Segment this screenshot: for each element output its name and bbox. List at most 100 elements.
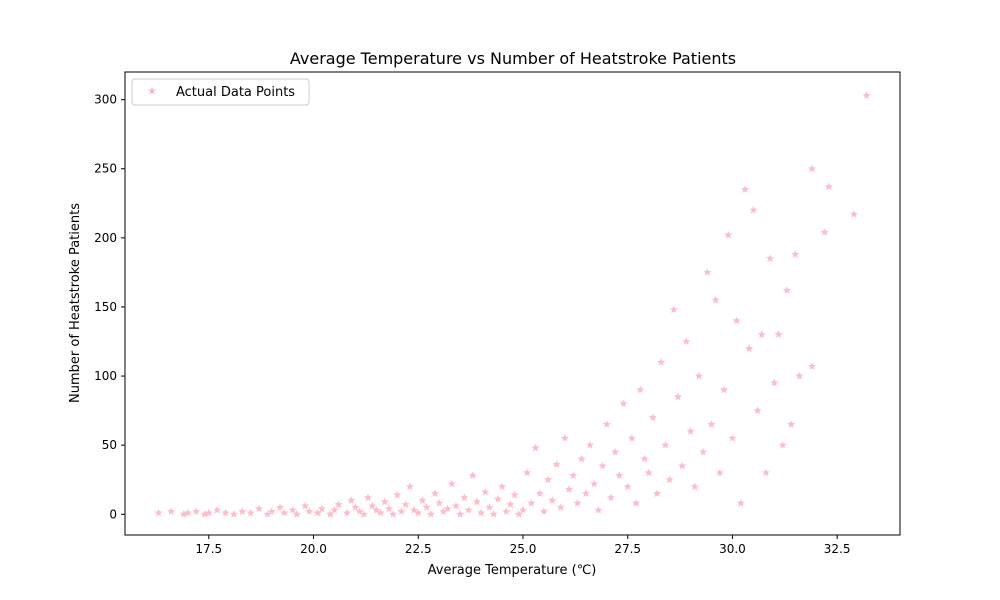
y-tick-label: 50 [102,438,117,452]
data-point [418,496,427,504]
data-point [606,493,615,502]
data-point [795,371,804,380]
legend: Actual Data Points [131,78,310,106]
data-point [778,440,787,449]
data-point [548,496,557,504]
data-point [741,185,749,193]
x-tick-label: 22.5 [405,542,432,556]
legend-marker-star-icon [148,86,156,95]
data-point [623,482,632,491]
data-point [343,508,352,517]
data-point [493,494,502,503]
data-point [347,496,356,504]
data-point [644,468,653,477]
data-point [288,505,297,514]
data-point [715,468,724,477]
x-axis-label: Average Temperature (℃) [428,563,597,578]
y-tick-label: 200 [94,231,117,245]
data-point [246,508,255,517]
x-tick-label: 32.5 [824,542,851,556]
data-point [531,443,540,452]
x-tick-label: 20.0 [300,542,327,556]
data-point [732,316,741,325]
data-point [632,499,641,507]
data-point [753,406,762,415]
data-point [456,510,465,518]
plot-area-frame [124,71,901,536]
data-point [489,510,498,518]
legend-box [131,78,310,106]
data-point [255,504,264,513]
data-point [544,475,553,484]
data-point [539,507,548,515]
data-point [431,489,439,497]
data-point [481,487,490,496]
data-point [653,489,662,497]
data-point [472,497,481,506]
data-point [397,507,406,515]
data-point [510,490,519,499]
data-point [401,500,410,508]
data-point [586,440,594,449]
x-axis-ticks: 17.5 20.0 22.5 25.0 27.5 30.0 32.5 [195,535,851,556]
data-point [238,507,247,515]
data-point [782,286,791,294]
data-point [229,510,238,518]
data-point [414,508,423,517]
data-point [330,505,339,514]
data-point [502,507,511,515]
y-tick-label: 300 [94,93,117,107]
data-point [167,507,176,515]
data-point [460,493,469,502]
data-points [154,91,871,518]
data-point [770,378,779,387]
data-point [263,510,272,518]
data-point [774,330,783,338]
data-point [380,497,389,506]
data-point [560,434,569,442]
data-point [745,344,754,352]
data-point [791,250,800,258]
x-tick-label: 30.0 [719,542,746,556]
data-point [443,504,452,513]
data-point [611,447,620,456]
data-point [506,500,515,508]
data-point [577,454,586,463]
data-point [451,501,460,510]
data-point [535,489,544,497]
data-point [154,508,163,517]
data-point [686,427,695,435]
data-point [301,501,310,510]
data-point [619,399,628,408]
data-point [694,371,703,380]
data-point [824,182,833,191]
data-point [669,305,678,314]
data-point [648,413,657,421]
data-point [363,493,372,502]
data-point [384,504,393,513]
data-point [594,505,603,514]
data-point [376,508,385,517]
data-point [276,503,284,511]
data-point [422,503,431,511]
data-point [636,385,645,394]
data-point [523,468,532,477]
data-point [581,489,590,497]
data-point [661,440,670,449]
y-tick-label: 250 [94,162,117,176]
data-point [678,461,687,470]
data-point [569,471,578,479]
data-point [552,460,561,468]
data-point [728,434,737,442]
data-point [711,295,720,304]
x-tick-label: 17.5 [195,542,222,556]
data-point [590,479,599,488]
data-point [665,475,674,484]
data-point [221,508,230,517]
data-point [573,499,582,507]
y-tick-label: 100 [94,369,117,383]
data-point [498,482,507,491]
data-point [368,501,377,510]
data-point [757,330,766,338]
